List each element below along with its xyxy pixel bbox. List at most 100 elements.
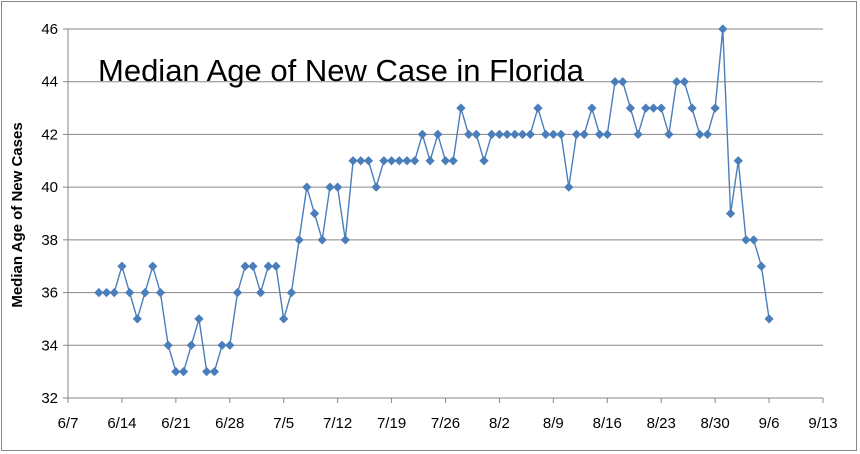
data-point: [240, 261, 250, 271]
x-tick-label: 6/14: [107, 415, 136, 432]
data-point: [533, 103, 543, 113]
data-point: [371, 182, 381, 192]
data-point: [178, 367, 189, 377]
data-point: [579, 129, 589, 140]
x-tick-label: 9/6: [759, 415, 780, 432]
y-tick-label: 36: [41, 285, 58, 302]
data-point: [433, 129, 443, 140]
x-tick-label: 6/28: [215, 415, 244, 432]
data-point: [148, 261, 158, 271]
data-point: [294, 235, 304, 245]
data-point: [94, 287, 104, 298]
y-tick-label: 34: [41, 337, 58, 354]
data-point: [163, 340, 173, 350]
x-tick-label: 8/23: [647, 415, 676, 432]
data-point: [402, 156, 412, 166]
x-tick-label: 7/12: [323, 415, 352, 432]
data-point: [217, 340, 227, 350]
data-point: [125, 287, 135, 298]
y-tick-label: 38: [41, 232, 58, 249]
data-point: [101, 287, 112, 298]
x-tick-label: 6/21: [161, 415, 190, 432]
data-point: [479, 156, 489, 166]
data-point: [410, 156, 420, 166]
data-point: [263, 261, 273, 271]
y-tick-labels: 32 34 36 38 40 42 44 46: [41, 21, 58, 407]
data-point: [741, 235, 751, 245]
data-point: [248, 261, 258, 271]
data-point: [456, 103, 466, 113]
data-point: [140, 287, 150, 298]
data-point: [348, 156, 358, 166]
data-point: [171, 367, 181, 377]
series-markers: [94, 24, 774, 377]
data-point: [702, 129, 713, 140]
data-point: [510, 129, 520, 140]
data-point: [756, 261, 766, 271]
data-point: [602, 129, 612, 140]
data-point: [610, 77, 620, 87]
data-point: [733, 156, 743, 166]
data-point: [718, 24, 728, 34]
x-tick-label: 8/16: [593, 415, 622, 432]
y-axis-label: Median Age of New Cases: [9, 122, 26, 307]
data-point: [471, 129, 481, 140]
data-point: [333, 182, 343, 192]
data-point: [749, 235, 759, 245]
data-point: [302, 182, 312, 192]
y-tick-label: 46: [41, 21, 58, 38]
data-point: [279, 314, 289, 324]
data-point: [186, 340, 196, 350]
data-point: [417, 129, 428, 140]
data-point: [494, 129, 505, 140]
data-point: [695, 129, 705, 140]
chart-title: Median Age of New Case in Florida: [98, 53, 585, 88]
data-point: [325, 182, 335, 192]
data-point: [225, 340, 235, 350]
data-point: [448, 156, 458, 166]
x-tick-label: 7/5: [273, 415, 294, 432]
y-tick-label: 32: [41, 390, 58, 407]
data-point: [764, 314, 774, 324]
data-point: [425, 156, 435, 166]
data-point: [671, 77, 682, 87]
data-point: [309, 208, 320, 219]
data-point: [286, 287, 297, 298]
data-point: [155, 287, 166, 298]
data-point: [594, 129, 605, 140]
data-point: [209, 367, 220, 377]
data-point: [440, 156, 451, 166]
data-point: [232, 287, 243, 298]
y-tick-label: 40: [41, 179, 58, 196]
data-point: [202, 367, 212, 377]
data-point: [194, 314, 204, 324]
data-point: [725, 208, 736, 219]
x-tick-labels: 6/7 6/14 6/21 6/28 7/5 7/12 7/19 7/26 8/2 8/9 8/16…: [58, 415, 838, 432]
x-tick-label: 8/30: [701, 415, 730, 432]
data-point: [641, 103, 651, 113]
data-point: [571, 129, 582, 140]
data-point: [109, 287, 119, 298]
data-point: [502, 129, 512, 140]
data-point: [356, 156, 366, 166]
data-point: [587, 103, 597, 113]
data-point: [648, 103, 659, 113]
data-point: [394, 156, 404, 166]
data-point: [487, 129, 497, 140]
data-point: [625, 103, 636, 113]
x-tick-label: 8/9: [543, 415, 564, 432]
x-tick-label: 7/26: [431, 415, 460, 432]
data-point: [255, 287, 266, 298]
x-tick-label: 9/13: [808, 415, 837, 432]
x-tick-label: 8/2: [489, 415, 510, 432]
data-point: [710, 103, 720, 113]
data-point: [548, 129, 558, 140]
data-point: [633, 129, 643, 140]
y-tick-label: 44: [41, 74, 58, 91]
data-point: [363, 156, 374, 166]
data-point: [564, 182, 574, 192]
data-point: [271, 261, 281, 271]
x-tick-label: 7/19: [377, 415, 406, 432]
data-point: [618, 77, 628, 87]
data-point: [541, 129, 551, 140]
